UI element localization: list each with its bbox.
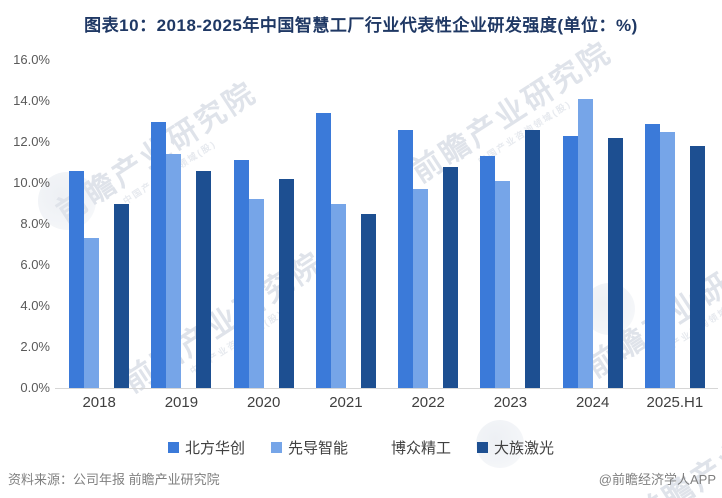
- bar-大族激光-2021: [360, 213, 376, 388]
- bar-大族激光-2019: [196, 170, 212, 388]
- x-tick-label: 2021: [329, 394, 363, 411]
- legend-swatch: [270, 442, 282, 453]
- bar-先导智能-2023: [495, 180, 511, 388]
- legend-label: 先导智能: [287, 440, 348, 457]
- bar-group-2018: [58, 60, 140, 388]
- y-tick-label: 2.0%: [20, 339, 50, 354]
- bar-先导智能-2022: [413, 189, 429, 388]
- bar-先导智能-2025.H1: [659, 131, 675, 388]
- x-tick-label: 2019: [164, 394, 199, 411]
- y-tick-label: 8.0%: [20, 216, 50, 231]
- bar-group-2024: [552, 60, 634, 388]
- credit-note: @前瞻经济学人APP: [598, 472, 716, 487]
- bar-北方华创-2022: [398, 129, 414, 388]
- x-tick-label: 2024: [575, 394, 610, 411]
- x-axis-line: [55, 388, 718, 389]
- y-tick-label: 6.0%: [20, 257, 50, 272]
- bar-北方华创-2024: [562, 135, 578, 388]
- bar-group-2020: [223, 60, 305, 388]
- bar-大族激光-2018: [114, 203, 130, 388]
- bar-先导智能-2021: [330, 203, 346, 388]
- bar-北方华创-2020: [233, 160, 249, 388]
- bar-group-2019: [140, 60, 222, 388]
- bar-北方华创-2018: [69, 170, 85, 388]
- y-tick-label: 4.0%: [20, 298, 50, 313]
- legend-item-先导智能: 先导智能: [270, 437, 348, 458]
- bar-大族激光-2025.H1: [689, 146, 705, 388]
- bar-先导智能-2019: [166, 154, 182, 388]
- legend-swatch: [167, 442, 179, 453]
- bar-北方华创-2023: [480, 156, 496, 388]
- legend-item-大族激光: 大族激光: [477, 437, 554, 458]
- y-tick-label: 12.0%: [13, 134, 50, 149]
- legend-swatch: [374, 442, 385, 453]
- legend: 北方华创 先导智能 博众精工 大族激光: [0, 437, 722, 458]
- bar-group-2025.H1: [634, 60, 716, 388]
- legend-item-北方华创: 北方华创: [167, 437, 245, 458]
- x-tick-label: 2018: [82, 394, 116, 411]
- bar-先导智能-2018: [84, 238, 100, 388]
- x-tick-label: 2023: [493, 394, 528, 411]
- source-note: 资料来源：公司年报 前瞻产业研究院: [8, 472, 220, 487]
- legend-swatch: [477, 442, 489, 453]
- bar-大族激光-2022: [443, 166, 459, 388]
- bar-北方华创-2019: [151, 121, 167, 388]
- y-tick-label: 0.0%: [20, 380, 50, 395]
- legend-item-博众精工: 博众精工: [374, 437, 451, 458]
- plot-area: [58, 60, 716, 388]
- bar-北方华创-2025.H1: [644, 123, 660, 388]
- y-tick-label: 16.0%: [13, 52, 50, 67]
- x-axis-labels: 2018 2019 2020 2021 2022 2023 2024 2025.H1: [58, 394, 716, 411]
- legend-label: 博众精工: [391, 440, 452, 457]
- bar-group-2021: [305, 60, 387, 388]
- bar-先导智能-2024: [577, 98, 593, 388]
- bar-group-2022: [387, 60, 469, 388]
- chart-title: 图表10：2018-2025年中国智慧工厂行业代表性企业研发强度(单位：%): [84, 16, 638, 35]
- bar-大族激光-2024: [607, 137, 623, 388]
- x-tick-label: 2025.H1: [646, 394, 704, 411]
- y-tick-label: 10.0%: [13, 175, 50, 190]
- x-tick-label: 2022: [411, 394, 445, 411]
- bar-大族激光-2020: [278, 178, 294, 388]
- legend-label: 北方华创: [184, 440, 245, 457]
- bar-大族激光-2023: [525, 129, 541, 388]
- bar-北方华创-2021: [315, 113, 331, 388]
- bar-先导智能-2020: [248, 199, 264, 388]
- bar-group-2023: [469, 60, 551, 388]
- legend-label: 大族激光: [494, 440, 555, 457]
- y-tick-label: 14.0%: [13, 93, 50, 108]
- x-tick-label: 2020: [246, 394, 281, 411]
